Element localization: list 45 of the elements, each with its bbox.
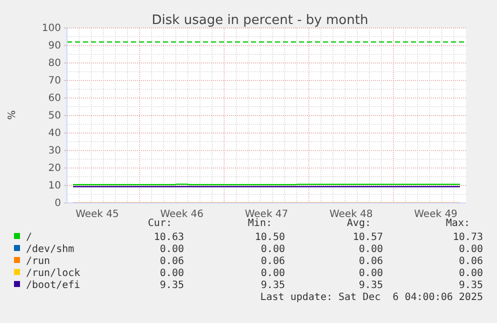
text: 0.00 <box>260 244 285 255</box>
text: 9.35 <box>260 280 285 291</box>
text: 10.73 <box>452 232 483 243</box>
y-tick-label: 30 <box>48 146 61 157</box>
chart-title: Disk usage in percent - by month <box>152 13 368 28</box>
text: 0.06 <box>458 256 483 267</box>
y-tick-label: 10 <box>48 180 61 192</box>
legend-label: /run/lock <box>26 268 80 279</box>
text: 10.57 <box>352 232 383 243</box>
y-axis-title: % <box>7 110 18 120</box>
text: 0.00 <box>160 244 184 255</box>
text: Cur: <box>148 218 172 229</box>
y-tick-label: 0 <box>54 198 61 210</box>
text: 0.00 <box>358 244 383 255</box>
text: 0.00 <box>358 268 383 279</box>
x-tick-label: Week 46 <box>160 209 204 220</box>
legend-label: / <box>26 232 32 243</box>
text: 9.35 <box>458 280 483 291</box>
legend-label: /dev/shm <box>26 244 74 255</box>
text: Avg: <box>346 218 371 229</box>
y-tick-label: 60 <box>48 93 61 104</box>
text: 0.06 <box>160 256 184 267</box>
y-tick-label: 20 <box>48 163 61 174</box>
text: Max: <box>446 218 470 229</box>
text: 0.00 <box>458 244 483 255</box>
y-tick-label: 40 <box>48 128 61 140</box>
text: 9.35 <box>160 280 184 291</box>
y-tick-label: 70 <box>48 76 61 87</box>
text: 0.06 <box>358 256 383 267</box>
x-tick-label: Week 45 <box>76 209 119 220</box>
text: 9.35 <box>358 280 383 291</box>
text: 0.00 <box>160 268 184 279</box>
text: 10.63 <box>154 232 184 243</box>
text: Last update: Sat Dec 6 04:00:06 2025 <box>260 292 483 303</box>
y-tick-label: 90 <box>48 40 61 52</box>
text: 0.00 <box>260 268 285 279</box>
text: 10.50 <box>254 232 285 243</box>
y-tick-label: 100 <box>42 23 61 34</box>
text: Min: <box>248 218 272 229</box>
text: 0.06 <box>260 256 285 267</box>
y-tick-label: 50 <box>48 110 61 122</box>
legend-label: /boot/efi <box>26 280 80 291</box>
legend-label: /run <box>26 256 50 267</box>
text: 0.00 <box>458 268 483 279</box>
y-tick-label: 80 <box>48 58 61 70</box>
